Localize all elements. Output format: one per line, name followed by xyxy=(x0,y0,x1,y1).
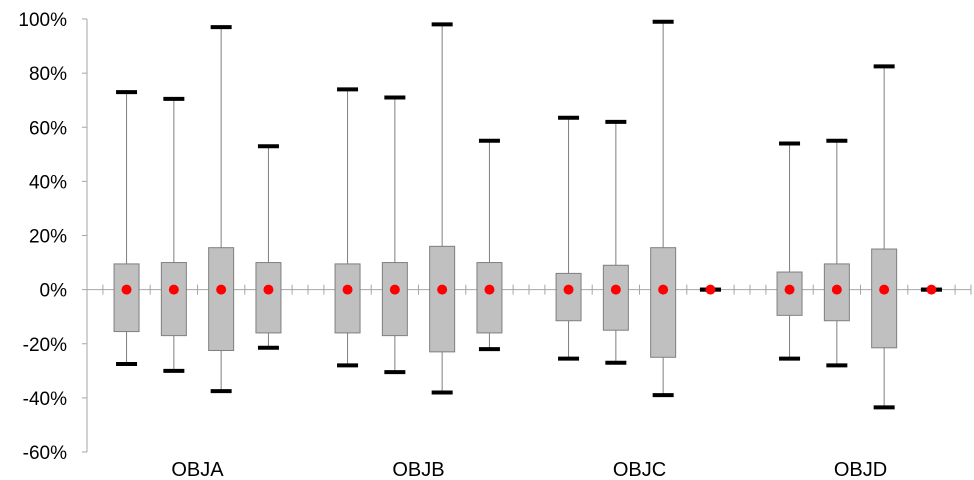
axes xyxy=(82,18,972,453)
iqr-box xyxy=(650,247,677,358)
median-marker xyxy=(831,284,842,295)
y-tick-label: -20% xyxy=(23,335,67,356)
y-tick-label: 20% xyxy=(29,227,67,248)
median-marker xyxy=(342,284,353,295)
category-label: OBJD xyxy=(834,459,887,480)
median-marker xyxy=(168,284,179,295)
median-marker xyxy=(437,284,448,295)
iqr-box xyxy=(476,262,503,334)
y-tick-label: 100% xyxy=(18,10,67,31)
median-marker xyxy=(784,284,795,295)
iqr-box xyxy=(381,262,408,337)
median-marker xyxy=(121,284,132,295)
category-label: OBJC xyxy=(613,459,666,480)
median-marker xyxy=(484,284,495,295)
y-tick-label: -60% xyxy=(23,443,67,464)
median-marker xyxy=(263,284,274,295)
y-tick-label: 60% xyxy=(29,118,67,139)
y-tick-label: -40% xyxy=(23,389,67,410)
iqr-box xyxy=(208,247,235,352)
category-label: OBJB xyxy=(392,459,444,480)
box-series xyxy=(113,19,942,410)
axis-labels: -60% -40% -20% 0% 20% 40% 60% 80% 100% OBJA OBJB OB… xyxy=(18,10,887,480)
median-marker xyxy=(658,284,669,295)
iqr-box xyxy=(871,248,898,349)
iqr-box xyxy=(334,263,361,334)
y-tick-label: 80% xyxy=(29,64,67,85)
median-marker xyxy=(563,284,574,295)
category-label: OBJA xyxy=(171,459,224,480)
median-marker xyxy=(610,284,621,295)
iqr-box xyxy=(255,262,282,334)
y-tick-label: 40% xyxy=(29,172,67,193)
median-marker xyxy=(705,284,716,295)
iqr-box xyxy=(429,245,456,353)
iqr-box xyxy=(113,263,140,333)
iqr-box xyxy=(602,264,629,331)
median-marker xyxy=(879,284,890,295)
median-marker xyxy=(216,284,227,295)
y-tick-label: 0% xyxy=(40,281,68,302)
median-marker xyxy=(389,284,400,295)
iqr-box xyxy=(555,272,582,322)
median-marker xyxy=(926,284,937,295)
iqr-box xyxy=(160,262,187,337)
